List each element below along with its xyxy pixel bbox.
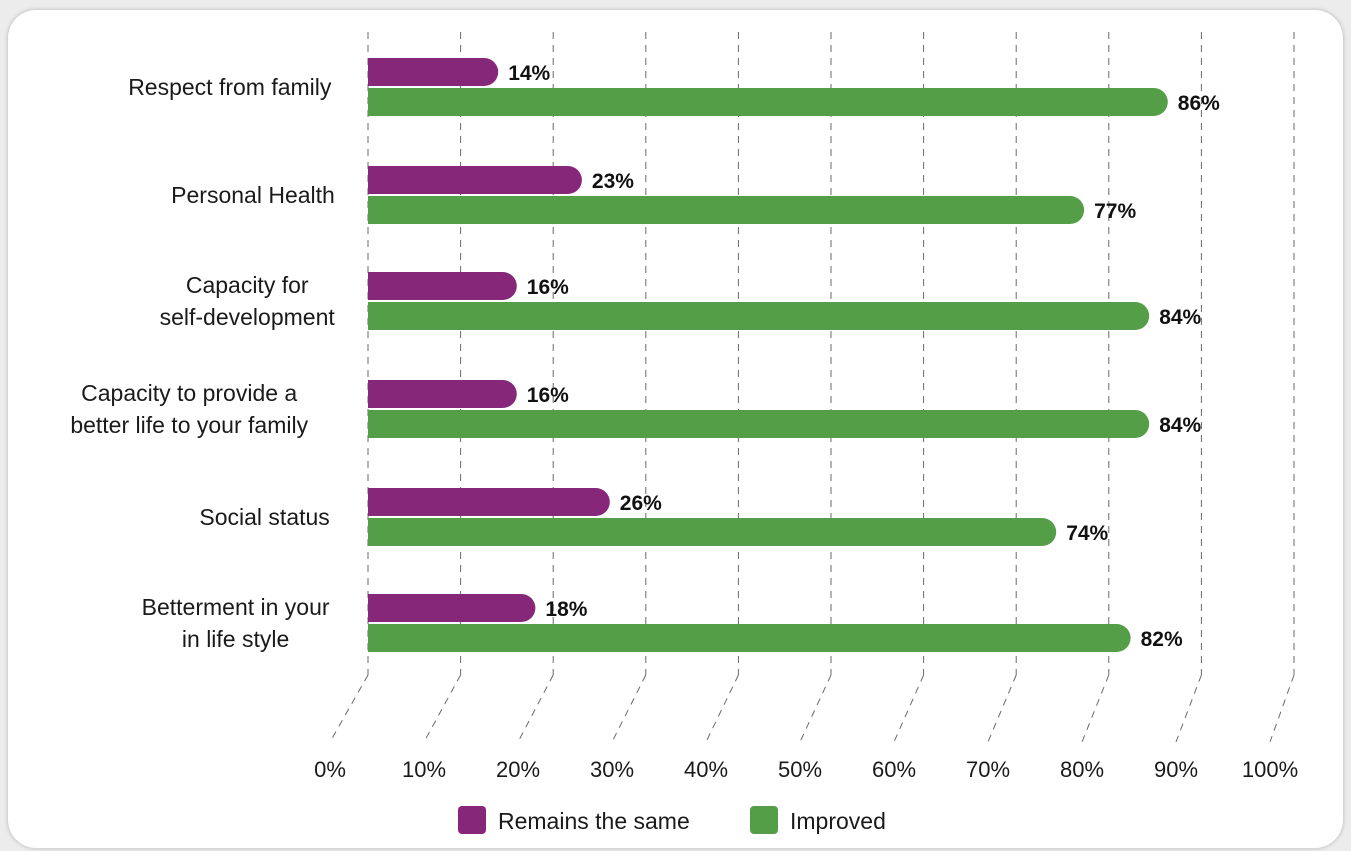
- category-label: Personal Health: [171, 182, 335, 208]
- category-label: Capacity for: [186, 272, 309, 298]
- x-tick-label: 90%: [1154, 757, 1198, 782]
- gridline-break: [799, 674, 832, 743]
- data-label: 82%: [1141, 628, 1183, 651]
- category-label: self-development: [160, 304, 336, 330]
- gridline-break: [705, 674, 739, 743]
- bar-remains-the-same: [368, 488, 610, 516]
- gridline-break: [423, 674, 462, 743]
- bar-improved: [368, 624, 1131, 652]
- legend-swatch: [750, 806, 778, 834]
- gridline-break: [611, 674, 647, 743]
- bar-remains-the-same: [368, 58, 499, 87]
- x-tick-label: 50%: [778, 757, 822, 782]
- category-label: Betterment in your: [142, 594, 330, 620]
- x-tick-label: 70%: [966, 757, 1010, 782]
- gridline-break: [329, 674, 369, 743]
- bar-remains-the-same: [368, 594, 536, 622]
- data-label: 84%: [1159, 414, 1201, 437]
- gridline-break: [893, 674, 925, 743]
- gridline-break: [1081, 674, 1110, 743]
- data-label: 86%: [1178, 92, 1220, 115]
- category-label: Social status: [199, 504, 329, 530]
- legend-label: Remains the same: [498, 808, 690, 834]
- data-label: 77%: [1094, 200, 1136, 223]
- data-label: 16%: [527, 276, 569, 299]
- category-label: in life style: [182, 626, 289, 652]
- data-label: 23%: [592, 170, 634, 193]
- gridline-break: [1269, 674, 1295, 743]
- gridline-break: [1175, 674, 1202, 743]
- category-label: Capacity to provide a: [81, 380, 297, 406]
- legend-label: Improved: [790, 808, 886, 834]
- data-label: 14%: [508, 62, 550, 85]
- x-tick-label: 10%: [402, 757, 446, 782]
- bar-improved: [368, 302, 1150, 330]
- data-label: 16%: [527, 384, 569, 407]
- legend-swatch: [458, 806, 486, 834]
- x-tick-label: 100%: [1242, 757, 1298, 782]
- x-tick-label: 0%: [314, 757, 346, 782]
- data-label: 74%: [1066, 522, 1108, 545]
- x-tick-label: 60%: [872, 757, 916, 782]
- bar-improved: [368, 88, 1168, 116]
- bar-remains-the-same: [368, 380, 517, 408]
- data-label: 18%: [545, 598, 587, 621]
- category-label: Respect from family: [128, 74, 332, 100]
- category-label: better life to your family: [70, 412, 308, 438]
- bar-remains-the-same: [368, 166, 582, 194]
- data-label: 26%: [620, 492, 662, 515]
- bar-improved: [368, 410, 1150, 438]
- x-tick-label: 80%: [1060, 757, 1104, 782]
- x-tick-label: 40%: [684, 757, 728, 782]
- bar-improved: [368, 518, 1057, 546]
- gridline-break: [517, 674, 554, 743]
- data-label: 84%: [1159, 306, 1201, 329]
- bar-improved: [368, 196, 1085, 224]
- gridline-break: [987, 674, 1017, 743]
- bar-remains-the-same: [368, 272, 517, 300]
- x-tick-label: 30%: [590, 757, 634, 782]
- x-tick-label: 20%: [496, 757, 540, 782]
